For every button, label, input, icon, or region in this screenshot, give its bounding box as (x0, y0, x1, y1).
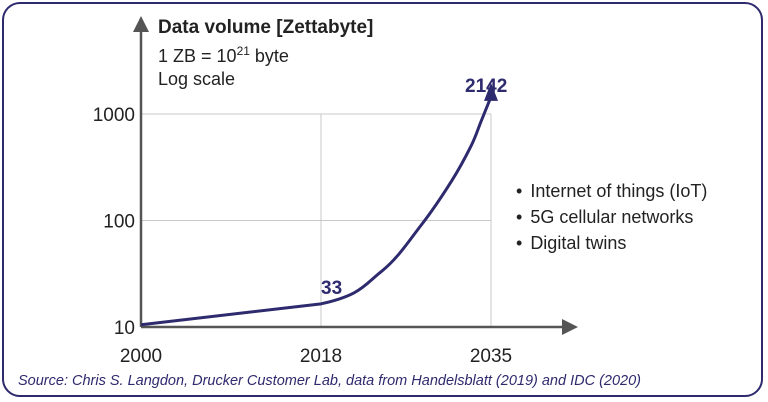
scale-note: Log scale (158, 69, 236, 89)
source-note: Source: Chris S. Langdon, Drucker Custom… (18, 373, 642, 389)
unit-note: 1 ZB = 1021 byte (158, 44, 289, 66)
driver-item: • Digital twins (516, 233, 627, 253)
driver-item: • 5G cellular networks (516, 207, 694, 227)
chart-title: Data volume [Zettabyte] (158, 17, 374, 38)
annotation-label: 33 (321, 278, 342, 299)
driver-list: • Internet of things (IoT) • 5G cellular n… (516, 178, 707, 256)
x-tick-label: 2000 (120, 346, 162, 367)
chart-frame (2, 2, 763, 397)
y-tick-label: 1000 (93, 105, 135, 126)
driver-item: • Internet of things (IoT) (516, 181, 708, 201)
y-axis-arrow-icon (133, 16, 149, 32)
unit-exponent: 21 (236, 44, 250, 58)
annotation-label: 2142 (465, 76, 507, 97)
series-arrow-icon (484, 82, 498, 101)
y-tick-label: 10 (114, 318, 135, 339)
x-tick-label: 2035 (470, 346, 512, 367)
x-axis-arrow-icon (562, 319, 578, 335)
y-tick-label: 100 (103, 212, 135, 233)
data-series-line (140, 96, 493, 327)
x-tick-label: 2018 (300, 346, 342, 367)
